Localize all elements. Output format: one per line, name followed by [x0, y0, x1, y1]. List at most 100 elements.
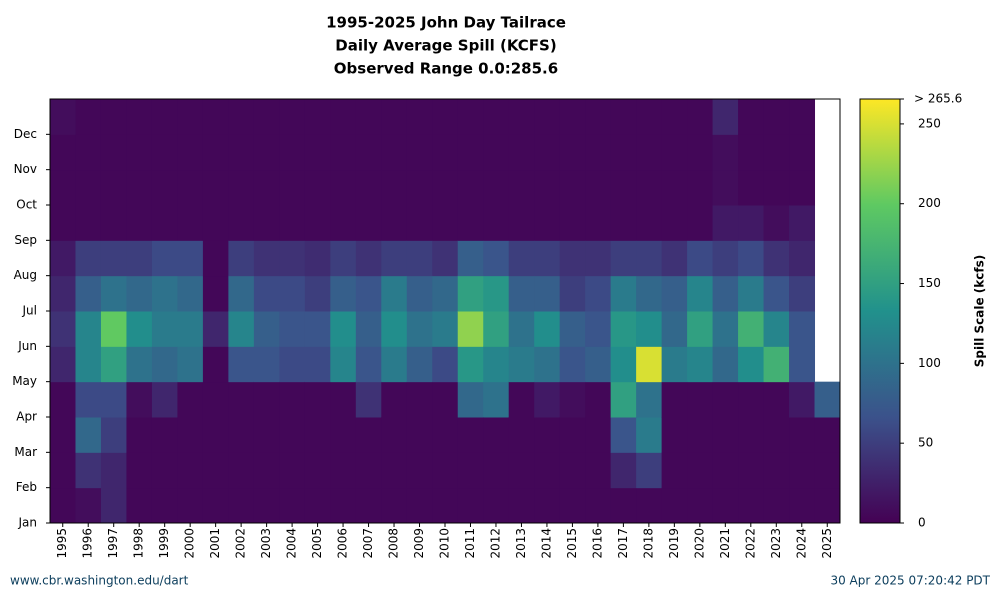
heat-cell [381, 169, 408, 206]
x-tick-label: 2008 [387, 528, 401, 559]
heat-cell [534, 275, 561, 312]
heat-cell [789, 134, 816, 171]
heat-cell [457, 417, 484, 453]
heat-cell [406, 417, 433, 453]
heat-cell [50, 99, 76, 135]
heat-cell [50, 381, 76, 418]
heat-cell [126, 417, 153, 453]
heat-cell [687, 205, 714, 241]
heat-cell [483, 205, 510, 241]
heat-cell [381, 381, 408, 418]
heat-cell [585, 452, 612, 489]
heat-cell [381, 452, 408, 489]
heat-cell [712, 275, 739, 312]
heat-cell [534, 311, 561, 347]
heat-cell [457, 99, 484, 135]
heat-cell [712, 381, 739, 418]
heat-cell [50, 205, 76, 241]
heat-cell [534, 487, 561, 524]
heat-cell [330, 134, 357, 171]
x-tick-label: 2000 [183, 528, 197, 559]
heat-cell [228, 381, 255, 418]
heat-cell [738, 417, 765, 453]
heat-cell [126, 381, 153, 418]
heat-cell [508, 487, 535, 524]
footer-link[interactable]: www.cbr.washington.edu/dart [10, 574, 189, 588]
heat-cell [508, 99, 535, 135]
heat-cell [738, 99, 765, 135]
heat-cell [279, 346, 306, 383]
heat-cell [202, 240, 229, 277]
heat-cell [330, 346, 357, 383]
heat-cell [661, 417, 688, 453]
heat-cell [330, 169, 357, 206]
heat-cell [483, 417, 510, 453]
heat-cell [330, 205, 357, 241]
heat-cell [789, 346, 816, 383]
heat-cell [763, 205, 790, 241]
heat-cell [330, 452, 357, 489]
heat-cell [738, 169, 765, 206]
heat-cell [50, 240, 76, 277]
heat-cell [126, 487, 153, 524]
heat-cell [50, 311, 76, 347]
heat-cell [330, 99, 357, 135]
heat-cell [763, 169, 790, 206]
heat-cell [457, 169, 484, 206]
heat-cell [712, 134, 739, 171]
x-tick-label: 2010 [438, 528, 452, 559]
heat-cell [75, 346, 102, 383]
heat-cell [50, 487, 76, 524]
heat-cell [559, 240, 586, 277]
heat-cell [253, 311, 280, 347]
heat-cell [483, 169, 510, 206]
heat-cell [457, 240, 484, 277]
heat-cell [763, 381, 790, 418]
x-tick-label: 2012 [488, 528, 502, 559]
heat-cell [610, 205, 637, 241]
heat-cell [610, 240, 637, 277]
heat-cell [381, 311, 408, 347]
x-tick-label: 2001 [208, 528, 222, 559]
heat-cell [75, 134, 102, 171]
heat-cell [177, 240, 204, 277]
heat-cell [406, 134, 433, 171]
heat-cell [75, 417, 102, 453]
heat-cell [712, 452, 739, 489]
heat-cell [126, 452, 153, 489]
heat-cell [534, 99, 561, 135]
heat-cell [432, 346, 459, 383]
heat-cell [559, 99, 586, 135]
heat-cell [228, 346, 255, 383]
heat-cell [75, 452, 102, 489]
heat-cell [610, 487, 637, 524]
heat-cell [177, 205, 204, 241]
heat-cell [75, 487, 102, 524]
heat-cell [75, 381, 102, 418]
heat-cell [687, 346, 714, 383]
heat-cell [177, 99, 204, 135]
heat-cell [228, 134, 255, 171]
heat-cell [534, 452, 561, 489]
x-tick-label: 2004 [285, 528, 299, 559]
heat-cell [202, 452, 229, 489]
heat-cell [763, 275, 790, 312]
heat-cell [559, 452, 586, 489]
heat-cell [585, 99, 612, 135]
heat-cell [177, 381, 204, 418]
heat-cell [100, 311, 127, 347]
heat-cell [279, 240, 306, 277]
heat-cell [228, 311, 255, 347]
heat-cell [304, 275, 331, 312]
heat-cell [610, 275, 637, 312]
heat-cell [330, 487, 357, 524]
heat-cell [789, 240, 816, 277]
heat-cell [789, 381, 816, 418]
heat-cell [355, 417, 382, 453]
colorbar-frame [859, 98, 901, 524]
heat-cell [279, 134, 306, 171]
heat-cell [202, 346, 229, 383]
heat-cell [126, 99, 153, 135]
heat-cell [304, 452, 331, 489]
